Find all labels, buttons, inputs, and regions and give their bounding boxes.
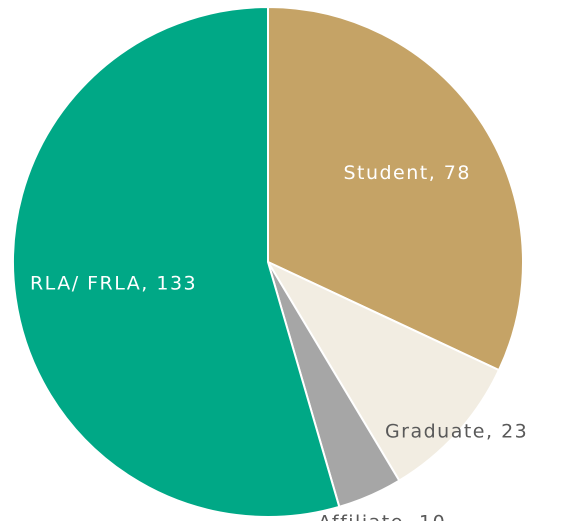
page: Student, 78 Graduate, 23 Affiliate, 10 RLA/… — [0, 0, 574, 521]
data-label: RLA/ FRLA, 133 — [30, 273, 197, 295]
data-label: Student, 78 — [343, 162, 471, 184]
data-label: Graduate, 23 — [385, 421, 528, 443]
data-label: Affiliate, 10 — [318, 512, 446, 521]
chart: Student, 78 Graduate, 23 Affiliate, 10 RLA/… — [0, 0, 574, 521]
